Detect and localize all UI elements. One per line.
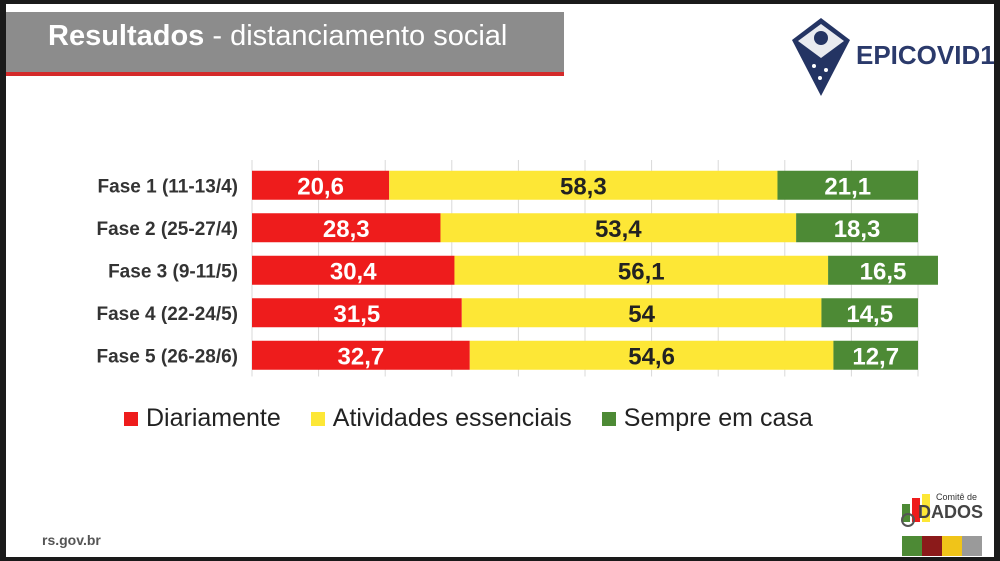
stripe-green bbox=[902, 536, 922, 556]
category-label: Fase 4 (22-24/5) bbox=[96, 304, 238, 325]
bar-segment bbox=[828, 255, 938, 285]
bar-segment bbox=[821, 298, 918, 328]
category-label: Fase 5 (26-28/6) bbox=[96, 346, 238, 367]
bar-segment bbox=[440, 213, 797, 243]
data-label: 16,5 bbox=[860, 258, 907, 285]
bar-segment bbox=[389, 170, 778, 200]
category-label: Fase 3 (9-11/5) bbox=[108, 261, 238, 282]
data-label: 12,7 bbox=[852, 343, 899, 370]
slide: Resultados - distanciamento social EPICO… bbox=[6, 4, 994, 557]
comite-dados-logo: Comitê de DADOS bbox=[896, 486, 990, 556]
data-label: 20,6 bbox=[297, 173, 344, 200]
dados-label: DADOS bbox=[918, 502, 984, 522]
legend-item: Sempre em casa bbox=[601, 404, 813, 433]
legend-item: Diariamente bbox=[124, 404, 281, 433]
data-label: 30,4 bbox=[330, 258, 377, 285]
legend-item: Atividades essenciais bbox=[310, 404, 572, 433]
data-label: 54,6 bbox=[628, 343, 675, 370]
category-label: Fase 2 (25-27/4) bbox=[96, 219, 238, 240]
bar-segment bbox=[252, 170, 390, 200]
data-label: 32,7 bbox=[338, 343, 385, 370]
bar-segment bbox=[252, 298, 462, 328]
data-label: 18,3 bbox=[834, 216, 881, 243]
data-label: 21,1 bbox=[824, 173, 871, 200]
logo-text: EPICOVID19 bbox=[856, 40, 994, 70]
stripe-yellow bbox=[942, 536, 962, 556]
epicovid-emblem-icon bbox=[792, 18, 850, 96]
legend-label: Sempre em casa bbox=[623, 404, 813, 432]
title-rest: - distanciamento social bbox=[204, 20, 508, 52]
footer-url: rs.gov.br bbox=[42, 532, 101, 548]
bar-segment bbox=[252, 340, 470, 370]
bar-segment bbox=[777, 170, 918, 200]
chart-legend: Diariamente Atividades essenciais Sempre e… bbox=[124, 404, 924, 433]
bar-segment bbox=[252, 255, 455, 285]
title-bar bbox=[6, 12, 564, 72]
bar-segment bbox=[469, 340, 834, 370]
bar-segment bbox=[252, 213, 441, 243]
legend-label: Atividades essenciais bbox=[332, 404, 572, 432]
legend-swatch bbox=[601, 411, 616, 426]
stripe-gray bbox=[962, 536, 982, 556]
page-title: Resultados - distanciamento social bbox=[48, 20, 507, 53]
data-label: 53,4 bbox=[595, 216, 642, 243]
stripe-red bbox=[922, 536, 942, 556]
data-label: 54 bbox=[628, 301, 655, 328]
stacked-bar-chart: Fase 1 (11-13/4) 20,6 58,3 21,1 Fase 2 (25-2… bbox=[96, 160, 938, 377]
data-label: 58,3 bbox=[560, 173, 607, 200]
title-bold: Resultados bbox=[48, 20, 205, 52]
category-label: Fase 1 (11-13/4) bbox=[98, 176, 238, 197]
color-stripes bbox=[902, 536, 982, 556]
legend-swatch bbox=[124, 411, 138, 426]
legend-swatch bbox=[310, 411, 325, 426]
comite-label: Comitê de bbox=[936, 492, 978, 502]
data-label: 56,1 bbox=[618, 258, 665, 285]
data-label: 14,5 bbox=[846, 301, 893, 328]
bar-segment bbox=[461, 298, 822, 328]
data-label: 28,3 bbox=[323, 216, 370, 243]
data-label: 31,5 bbox=[334, 301, 381, 328]
bar-segment bbox=[833, 340, 918, 370]
bar-segment bbox=[454, 255, 829, 285]
legend-label: Diariamente bbox=[146, 404, 281, 432]
epicovid-logo: EPICOVID19 bbox=[786, 14, 994, 98]
title-underline bbox=[6, 72, 564, 76]
comite-emblem-icon bbox=[901, 494, 930, 527]
bar-segment bbox=[796, 213, 918, 243]
